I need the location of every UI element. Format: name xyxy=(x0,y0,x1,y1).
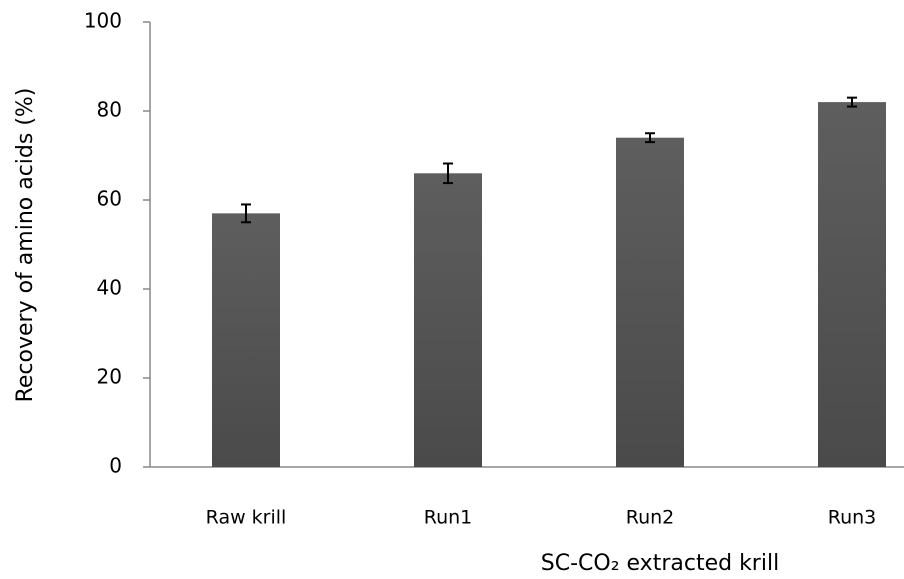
error-bar xyxy=(443,162,453,185)
x-tick-label: Run2 xyxy=(626,507,675,529)
x-tick-label: Run3 xyxy=(828,507,877,529)
error-bar xyxy=(241,203,251,224)
y-tick-label: 20 xyxy=(97,365,122,389)
y-axis-title: Recovery of amino acids (%) xyxy=(13,88,38,403)
x-tick-label: Raw krill xyxy=(206,507,287,529)
x-axis-title: SC-CO₂ extracted krill xyxy=(541,551,779,576)
error-bar xyxy=(645,132,655,144)
bar xyxy=(212,213,280,467)
bar xyxy=(414,173,482,468)
y-tick-label: 0 xyxy=(109,454,122,478)
y-tick-label: 80 xyxy=(97,98,122,122)
y-tick-label: 60 xyxy=(97,187,122,211)
x-tick-label: Run1 xyxy=(424,507,473,529)
y-tick-label: 40 xyxy=(97,276,122,300)
y-tick-label: 100 xyxy=(84,9,122,33)
bar xyxy=(616,137,684,467)
bar xyxy=(818,102,886,467)
error-bar xyxy=(847,96,857,108)
